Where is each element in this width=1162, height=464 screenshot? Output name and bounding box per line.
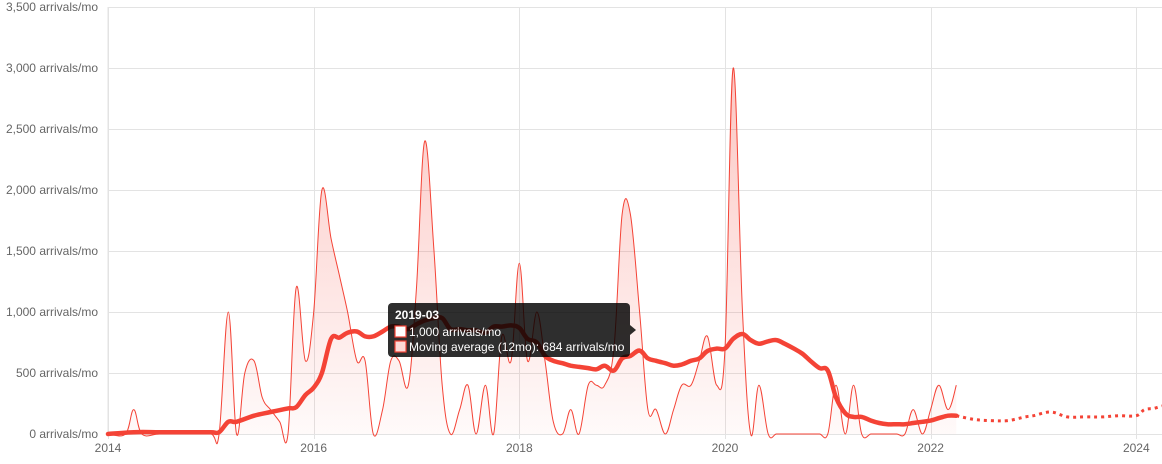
series-line-monthly [107,67,957,445]
y-tick-label: 2,500 arrivals/mo [6,122,98,136]
series-line-moving-average [105,314,959,437]
y-tick-label: 2,000 arrivals/mo [6,183,98,197]
tooltip: 2019-03 1,000 arrivals/mo Moving average… [388,303,636,357]
tooltip-title: 2019-03 [395,308,439,322]
tooltip-swatch-moving-average [394,340,407,353]
series-area [108,67,957,444]
y-tick-label: 500 arrivals/mo [16,366,98,380]
x-tick-label: 2016 [300,441,327,455]
y-tick-label: 1,000 arrivals/mo [6,305,98,319]
x-tick-label: 2014 [95,441,122,455]
tooltip-caret [630,325,636,335]
y-tick-label: 3,000 arrivals/mo [6,61,98,75]
y-tick-label: 3,500 arrivals/mo [6,0,98,14]
y-tick-label: 1,500 arrivals/mo [6,244,98,258]
x-tick-label: 2018 [506,441,533,455]
x-tick-label: 2024 [1123,441,1150,455]
tooltip-line-value: 1,000 arrivals/mo [409,325,501,339]
series-layer [105,67,1162,445]
grid [107,7,1162,439]
tooltip-line-moving-average: Moving average (12mo): 684 arrivals/mo [409,340,625,354]
series-line-projection [955,404,1162,423]
x-tick-label: 2020 [712,441,739,455]
axis-tick-labels: 0 arrivals/mo 500 arrivals/mo 1,000 arriva… [6,0,1150,455]
tooltip-background [388,303,630,357]
y-tick-label: 0 arrivals/mo [29,427,98,441]
tooltip-swatch-value [394,325,407,338]
x-tick-label: 2022 [917,441,944,455]
